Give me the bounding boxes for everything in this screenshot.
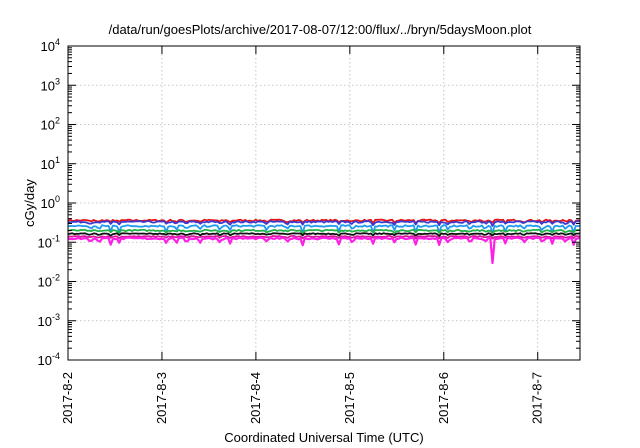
series-line-5 [67,232,581,237]
series-line-3 [67,224,581,235]
y-tick-label: 10-3 [38,312,60,329]
x-tick-label: 2017-8-3 [154,372,169,424]
x-tick-label: 2017-8-7 [530,372,545,424]
y-tick-label: 10-1 [38,233,60,250]
series-line-7 [67,236,581,265]
x-tick-label: 2017-8-6 [436,372,451,424]
y-tick-label: 101 [41,155,60,172]
series-layer [67,218,581,265]
x-axis-label: Coordinated Universal Time (UTC) [224,430,423,445]
x-tick-label: 2017-8-4 [248,372,263,424]
series-line-1 [67,218,581,225]
y-tick-label: 100 [41,194,60,211]
series-line-2 [67,220,581,227]
y-tick-label: 103 [41,76,60,93]
series-line-6 [67,235,580,240]
x-tick-label: 2017-8-2 [60,372,75,424]
y-tick-label: 10-4 [38,351,60,368]
x-tick-label: 2017-8-5 [342,372,357,424]
y-axis: 10-4 10-3 10-2 10-1 100 101 102 103 104 [38,37,580,368]
series-line-4 [67,228,581,235]
x-axis: 2017-8-2 2017-8-3 2017-8-4 2017-8-5 2017-8-6… [60,46,545,424]
y-tick-label: 102 [41,116,60,133]
chart-title: /data/run/goesPlots/archive/2017-08-07/1… [109,22,532,37]
y-tick-label: 104 [41,37,60,54]
y-axis-label: cGy/day [22,179,37,227]
y-tick-label: 10-2 [38,273,60,290]
grid-lines [68,46,580,360]
